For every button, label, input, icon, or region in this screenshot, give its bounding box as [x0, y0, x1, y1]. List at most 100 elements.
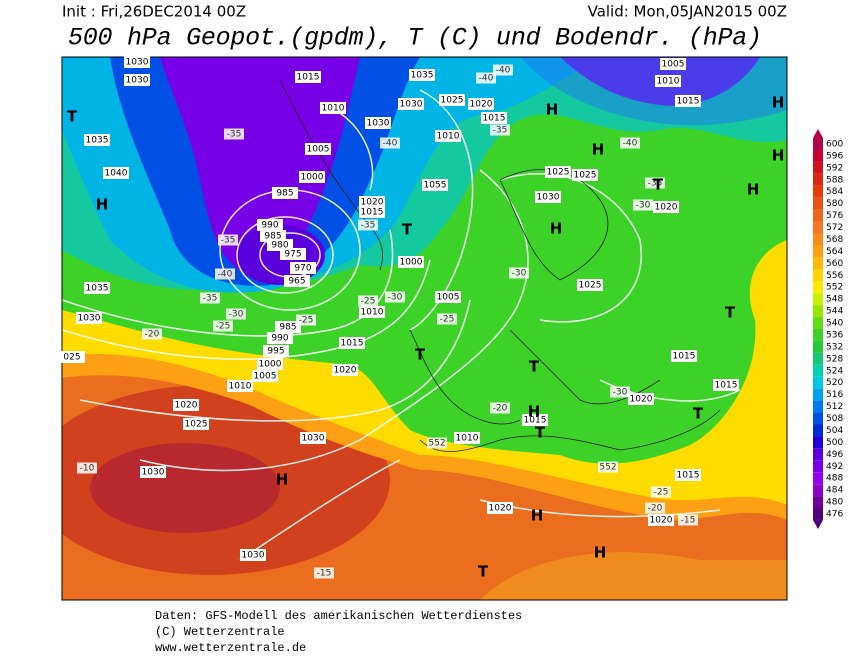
isobar-label: 1020: [361, 198, 384, 208]
isobar-label: 1015: [341, 339, 364, 349]
temperature-label: -15: [317, 569, 332, 579]
isobar-label: 1005: [307, 145, 330, 155]
colorbar-label: 548: [826, 295, 843, 305]
temperature-label-box: [215, 268, 235, 280]
temperature-label: -35: [227, 130, 242, 140]
isobar-label: 1015: [677, 97, 700, 107]
isobar-label: 985: [279, 323, 296, 333]
colorbar-label: 536: [826, 330, 843, 340]
isobar-label: 1005: [254, 372, 277, 382]
temperature-label-box: [598, 461, 618, 473]
isobar-label-box: [422, 179, 448, 191]
colorbar-label: 596: [826, 151, 843, 161]
isobar-label: 1025: [574, 171, 597, 181]
temperature-label-box: [296, 314, 316, 326]
temperature-label: -30: [512, 269, 527, 279]
isobar-label: 1020: [489, 504, 512, 514]
pressure-center: H: [531, 507, 544, 525]
isobar-label-box: [577, 279, 603, 291]
isobar-label-box: [675, 469, 701, 481]
init-time: Init : Fri,26DEC2014 00Z: [62, 3, 246, 21]
colorbar-label: 552: [826, 283, 843, 293]
colorbar-label: 544: [826, 307, 843, 317]
pressure-center: H: [772, 147, 785, 165]
temperature-label: -35: [221, 236, 236, 246]
colorbar-label: 564: [826, 247, 843, 257]
isobar-label: 1010: [437, 132, 460, 142]
colorbar-label: 592: [826, 163, 843, 173]
colorbar-swatch: [813, 364, 823, 377]
isobar-label-box: [332, 364, 358, 376]
isobar-label: 995: [267, 347, 284, 357]
map-frame: [61, 56, 788, 601]
isobar-label: 1035: [411, 71, 434, 81]
isobar-label: 985: [276, 189, 293, 199]
colorbar-swatch: [813, 257, 823, 270]
isobar-label: 1015: [673, 352, 696, 362]
temperature-label-box: [226, 308, 246, 320]
temperature-label-box: [633, 199, 653, 211]
isobar-label-box: [439, 94, 465, 106]
colorbar-label: 512: [826, 402, 843, 412]
isobar-label-box: [435, 130, 461, 142]
colorbar-swatch: [813, 305, 823, 318]
colorbar-label: 568: [826, 235, 843, 245]
pressure-center: T: [693, 405, 704, 423]
isobar-label: 1035: [86, 284, 109, 294]
isobar-label-box: [173, 399, 199, 411]
colorbar-label: 508: [826, 414, 843, 424]
pressure-center: T: [529, 358, 540, 376]
isobar-label: 1020: [175, 401, 198, 411]
isobar-label-box: [227, 380, 253, 392]
isobar-label: 1030: [126, 58, 149, 68]
colorbar-swatch: [813, 317, 823, 329]
colorbar-swatch: [813, 293, 823, 306]
isobar-label: 990: [261, 221, 278, 231]
isobar-label: 1030: [142, 468, 165, 478]
footer-copyright: (C) Wetterzentrale: [155, 625, 285, 639]
pressure-center: H: [546, 101, 559, 119]
colorbar-swatch: [813, 448, 823, 461]
temperature-label-box: [77, 462, 97, 474]
isobar-label-box: [84, 282, 110, 294]
isobar-label: 1030: [242, 551, 265, 561]
temperature-label: -30: [636, 201, 651, 211]
isobar-label: 1030: [126, 76, 149, 86]
temperature-label: -40: [479, 74, 494, 84]
colorbar-label: 492: [826, 462, 843, 472]
pressure-center: H: [594, 544, 607, 562]
colorbar-swatch: [813, 376, 823, 389]
pressure-center: T: [67, 108, 78, 126]
isobar-label: 1030: [302, 434, 325, 444]
isobar-label: 1000: [400, 258, 423, 268]
temperature-label-box: [678, 514, 698, 526]
temperature-label-box: [509, 267, 529, 279]
colorbar-swatch: [813, 149, 823, 162]
isobar-label-box: [468, 98, 494, 110]
colorbar-swatch: [813, 233, 823, 246]
colorbar-label: 516: [826, 390, 843, 400]
map-title: 500 hPa Geopot.(gpdm), T (C) und Bodendr…: [68, 24, 762, 53]
isobar-label-box: [660, 58, 686, 70]
temperature-label-box: [620, 137, 640, 149]
isobar-label: 1030: [367, 119, 390, 129]
isobar-label: 980: [271, 241, 288, 251]
isobar-label-box: [252, 370, 278, 382]
colorbar-swatch: [813, 388, 823, 401]
temperature-label: -10: [80, 464, 95, 474]
temperature-label-box: [490, 124, 510, 136]
isobar-label: 1005: [662, 60, 685, 70]
colorbar-cap-bottom: [813, 519, 823, 529]
colorbar-label: 476: [826, 510, 843, 520]
colorbar-swatch: [813, 161, 823, 174]
isobar-label-box: [263, 345, 289, 357]
temperature-label-box: [385, 291, 405, 303]
temperature-label-box: [651, 486, 671, 498]
colorbar-label: 532: [826, 342, 843, 352]
colorbar-swatch: [813, 221, 823, 234]
colorbar-swatch: [813, 436, 823, 449]
isobar-label-box: [300, 432, 326, 444]
isobar-label-box: [648, 514, 674, 526]
temperature-label-box: [645, 177, 665, 189]
isobar-label-box: [545, 166, 571, 178]
